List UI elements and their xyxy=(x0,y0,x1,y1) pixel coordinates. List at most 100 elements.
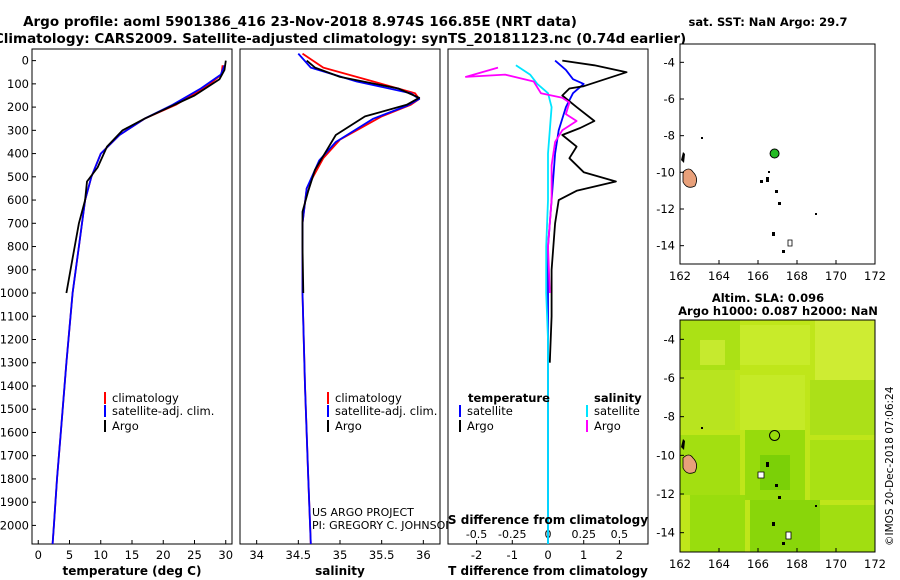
title-line-2: Climatology: CARS2009. Satellite-adjuste… xyxy=(0,31,686,47)
legend-label-climatology: climatology xyxy=(335,391,402,405)
argo-float-marker xyxy=(769,429,781,441)
s-diff-tick-label: -0.5 xyxy=(466,528,487,541)
map-y-tick-label: -10 xyxy=(656,448,675,462)
altimetry-map-panel: Altim. SLA: 0.096 Argo h1000: 0.087 h200… xyxy=(656,291,886,571)
x-tick-label: -2 xyxy=(471,548,482,562)
depth-tick-label: 1800 xyxy=(0,472,29,486)
sst-map-y-axis: -4 -6 -8 -10 -12 -14 xyxy=(656,55,684,253)
series-line-satellite-adj-clim- xyxy=(51,64,226,545)
depth-tick-label: 0 xyxy=(22,54,29,68)
depth-tick-label: 300 xyxy=(7,123,29,137)
credit-pi: PI: GREGORY C. JOHNSON xyxy=(312,519,453,532)
map-y-tick-label: -10 xyxy=(656,165,675,179)
altimetry-map-title: Altim. SLA: 0.096 xyxy=(712,291,824,305)
x-tick-label: 34.5 xyxy=(286,548,312,562)
series-line-satellite-adj-clim- xyxy=(297,53,421,545)
temperature-plot-frame xyxy=(31,48,233,545)
depth-tick-label: 1100 xyxy=(0,309,29,323)
depth-tick-label: 2000 xyxy=(0,518,29,532)
x-tick-label: 0 xyxy=(35,548,42,562)
sst-map-panel: sat. SST: NaN Argo: 29.7 162 164 166 168 170… xyxy=(656,15,886,283)
x-tick-label: 2 xyxy=(616,548,623,562)
temperature-legend: climatology satellite-adj. clim. Argo xyxy=(104,391,214,433)
depth-tick-label: 1200 xyxy=(0,332,29,346)
map-x-tick-label: 166 xyxy=(747,557,769,571)
altimetry-map-subtitle: Argo h1000: 0.087 h2000: NaN xyxy=(678,304,878,318)
map-x-tick-label: 170 xyxy=(825,557,847,571)
map-x-tick-label: 162 xyxy=(669,557,691,571)
s-diff-tick-label: 0.5 xyxy=(611,528,629,541)
salinity-legend: climatology satellite-adj. clim. Argo xyxy=(327,391,437,433)
map-x-tick-label: 162 xyxy=(669,269,691,283)
title-line-1: Argo profile: aoml 5901386_416 23-Nov-20… xyxy=(23,14,577,30)
depth-tick-label: 1300 xyxy=(0,356,29,370)
legend-label-climatology: climatology xyxy=(112,391,179,405)
legend-label-satellite: satellite-adj. clim. xyxy=(112,404,214,418)
x-tick-label: 1 xyxy=(580,548,587,562)
altimetry-map-frame xyxy=(679,319,876,553)
temperature-x-label: temperature (deg C) xyxy=(63,564,202,578)
series-line-salinity-argo xyxy=(464,66,578,294)
difference-legend: temperature satellite Argo salinity sate… xyxy=(459,391,642,433)
map-y-tick-label: -14 xyxy=(656,239,675,253)
legend-label-t-argo: Argo xyxy=(467,419,494,433)
difference-panel: -2 -1 0 1 2 -0.5 -0.25 0 0.25 0.5 T difference f… xyxy=(447,48,649,578)
legend-label-s-satellite: satellite xyxy=(594,404,640,418)
x-tick-label: 20 xyxy=(156,548,171,562)
series-line-salinity-satellite xyxy=(515,64,553,544)
legend-temperature-title: temperature xyxy=(468,391,550,405)
legend-label-s-argo: Argo xyxy=(594,419,621,433)
sst-map-title: sat. SST: NaN Argo: 29.7 xyxy=(688,15,847,29)
legend-label-satellite: satellite-adj. clim. xyxy=(335,404,437,418)
temperature-x-axis: 0 5 10 15 20 25 30 xyxy=(35,540,233,562)
depth-tick-label: 200 xyxy=(7,100,29,114)
map-x-tick-label: 172 xyxy=(864,269,886,283)
x-tick-label: 35.5 xyxy=(369,548,395,562)
salinity-x-axis: 34 34.5 35 35.5 36 xyxy=(249,540,431,562)
altimetry-map-x-axis: 162 164 166 168 170 172 xyxy=(669,548,886,571)
map-y-tick-label: -4 xyxy=(664,55,675,69)
x-tick-label: 30 xyxy=(218,548,233,562)
x-tick-label: 36 xyxy=(416,548,431,562)
salinity-x-label: salinity xyxy=(315,564,365,578)
depth-tick-label: 1900 xyxy=(0,495,29,509)
map-y-tick-label: -12 xyxy=(656,202,675,216)
x-tick-label: 35 xyxy=(333,548,348,562)
x-tick-label: 34 xyxy=(249,548,264,562)
depth-tick-label: 600 xyxy=(7,193,29,207)
map-x-tick-label: 168 xyxy=(786,557,808,571)
map-y-tick-label: -6 xyxy=(664,92,675,106)
salinity-plot-frame xyxy=(239,48,441,545)
x-tick-label: 10 xyxy=(93,548,108,562)
map-x-tick-label: 170 xyxy=(825,269,847,283)
depth-axis: 0 100 200 300 400 500 600 700 800 900 1000 1100 1200… xyxy=(0,54,36,532)
t-difference-x-label: T difference from climatology xyxy=(448,564,648,578)
x-tick-label: 25 xyxy=(187,548,202,562)
depth-tick-label: 900 xyxy=(7,263,29,277)
s-diff-tick-label: 0.25 xyxy=(571,528,596,541)
altimetry-map-islands xyxy=(681,427,817,545)
map-y-tick-label: -4 xyxy=(664,332,675,346)
map-y-tick-label: -12 xyxy=(656,487,675,501)
x-tick-label: -1 xyxy=(507,548,518,562)
x-tick-label: 0 xyxy=(544,548,551,562)
x-tick-label: 15 xyxy=(125,548,140,562)
legend-label-t-satellite: satellite xyxy=(467,404,513,418)
depth-tick-label: 1600 xyxy=(0,425,29,439)
depth-tick-label: 100 xyxy=(7,77,29,91)
map-x-tick-label: 166 xyxy=(747,269,769,283)
sst-map-x-axis: 162 164 166 168 170 172 xyxy=(669,260,886,283)
map-x-tick-label: 168 xyxy=(786,269,808,283)
map-y-tick-label: -6 xyxy=(664,371,675,385)
depth-tick-label: 400 xyxy=(7,147,29,161)
salinity-panel: 34 34.5 35 35.5 36 salinity climatology sate… xyxy=(239,48,453,578)
legend-label-argo: Argo xyxy=(335,419,362,433)
legend-label-argo: Argo xyxy=(112,419,139,433)
t-difference-x-axis: -2 -1 0 1 2 xyxy=(471,540,623,562)
map-y-tick-label: -8 xyxy=(664,129,675,143)
imos-watermark: ©IMOS 20-Dec-2018 07:06:24 xyxy=(884,386,896,546)
depth-tick-label: 700 xyxy=(7,216,29,230)
depth-tick-label: 500 xyxy=(7,170,29,184)
legend-salinity-title: salinity xyxy=(594,391,642,405)
